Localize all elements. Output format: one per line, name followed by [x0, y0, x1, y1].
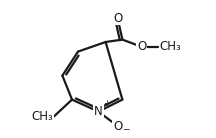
Text: O: O [113, 120, 122, 132]
Text: O: O [137, 40, 146, 53]
Text: N: N [94, 105, 103, 118]
Text: O: O [113, 11, 122, 25]
Text: +: + [103, 99, 110, 108]
Text: CH₃: CH₃ [160, 40, 181, 53]
Text: CH₃: CH₃ [31, 110, 53, 123]
Text: −: − [122, 124, 129, 133]
